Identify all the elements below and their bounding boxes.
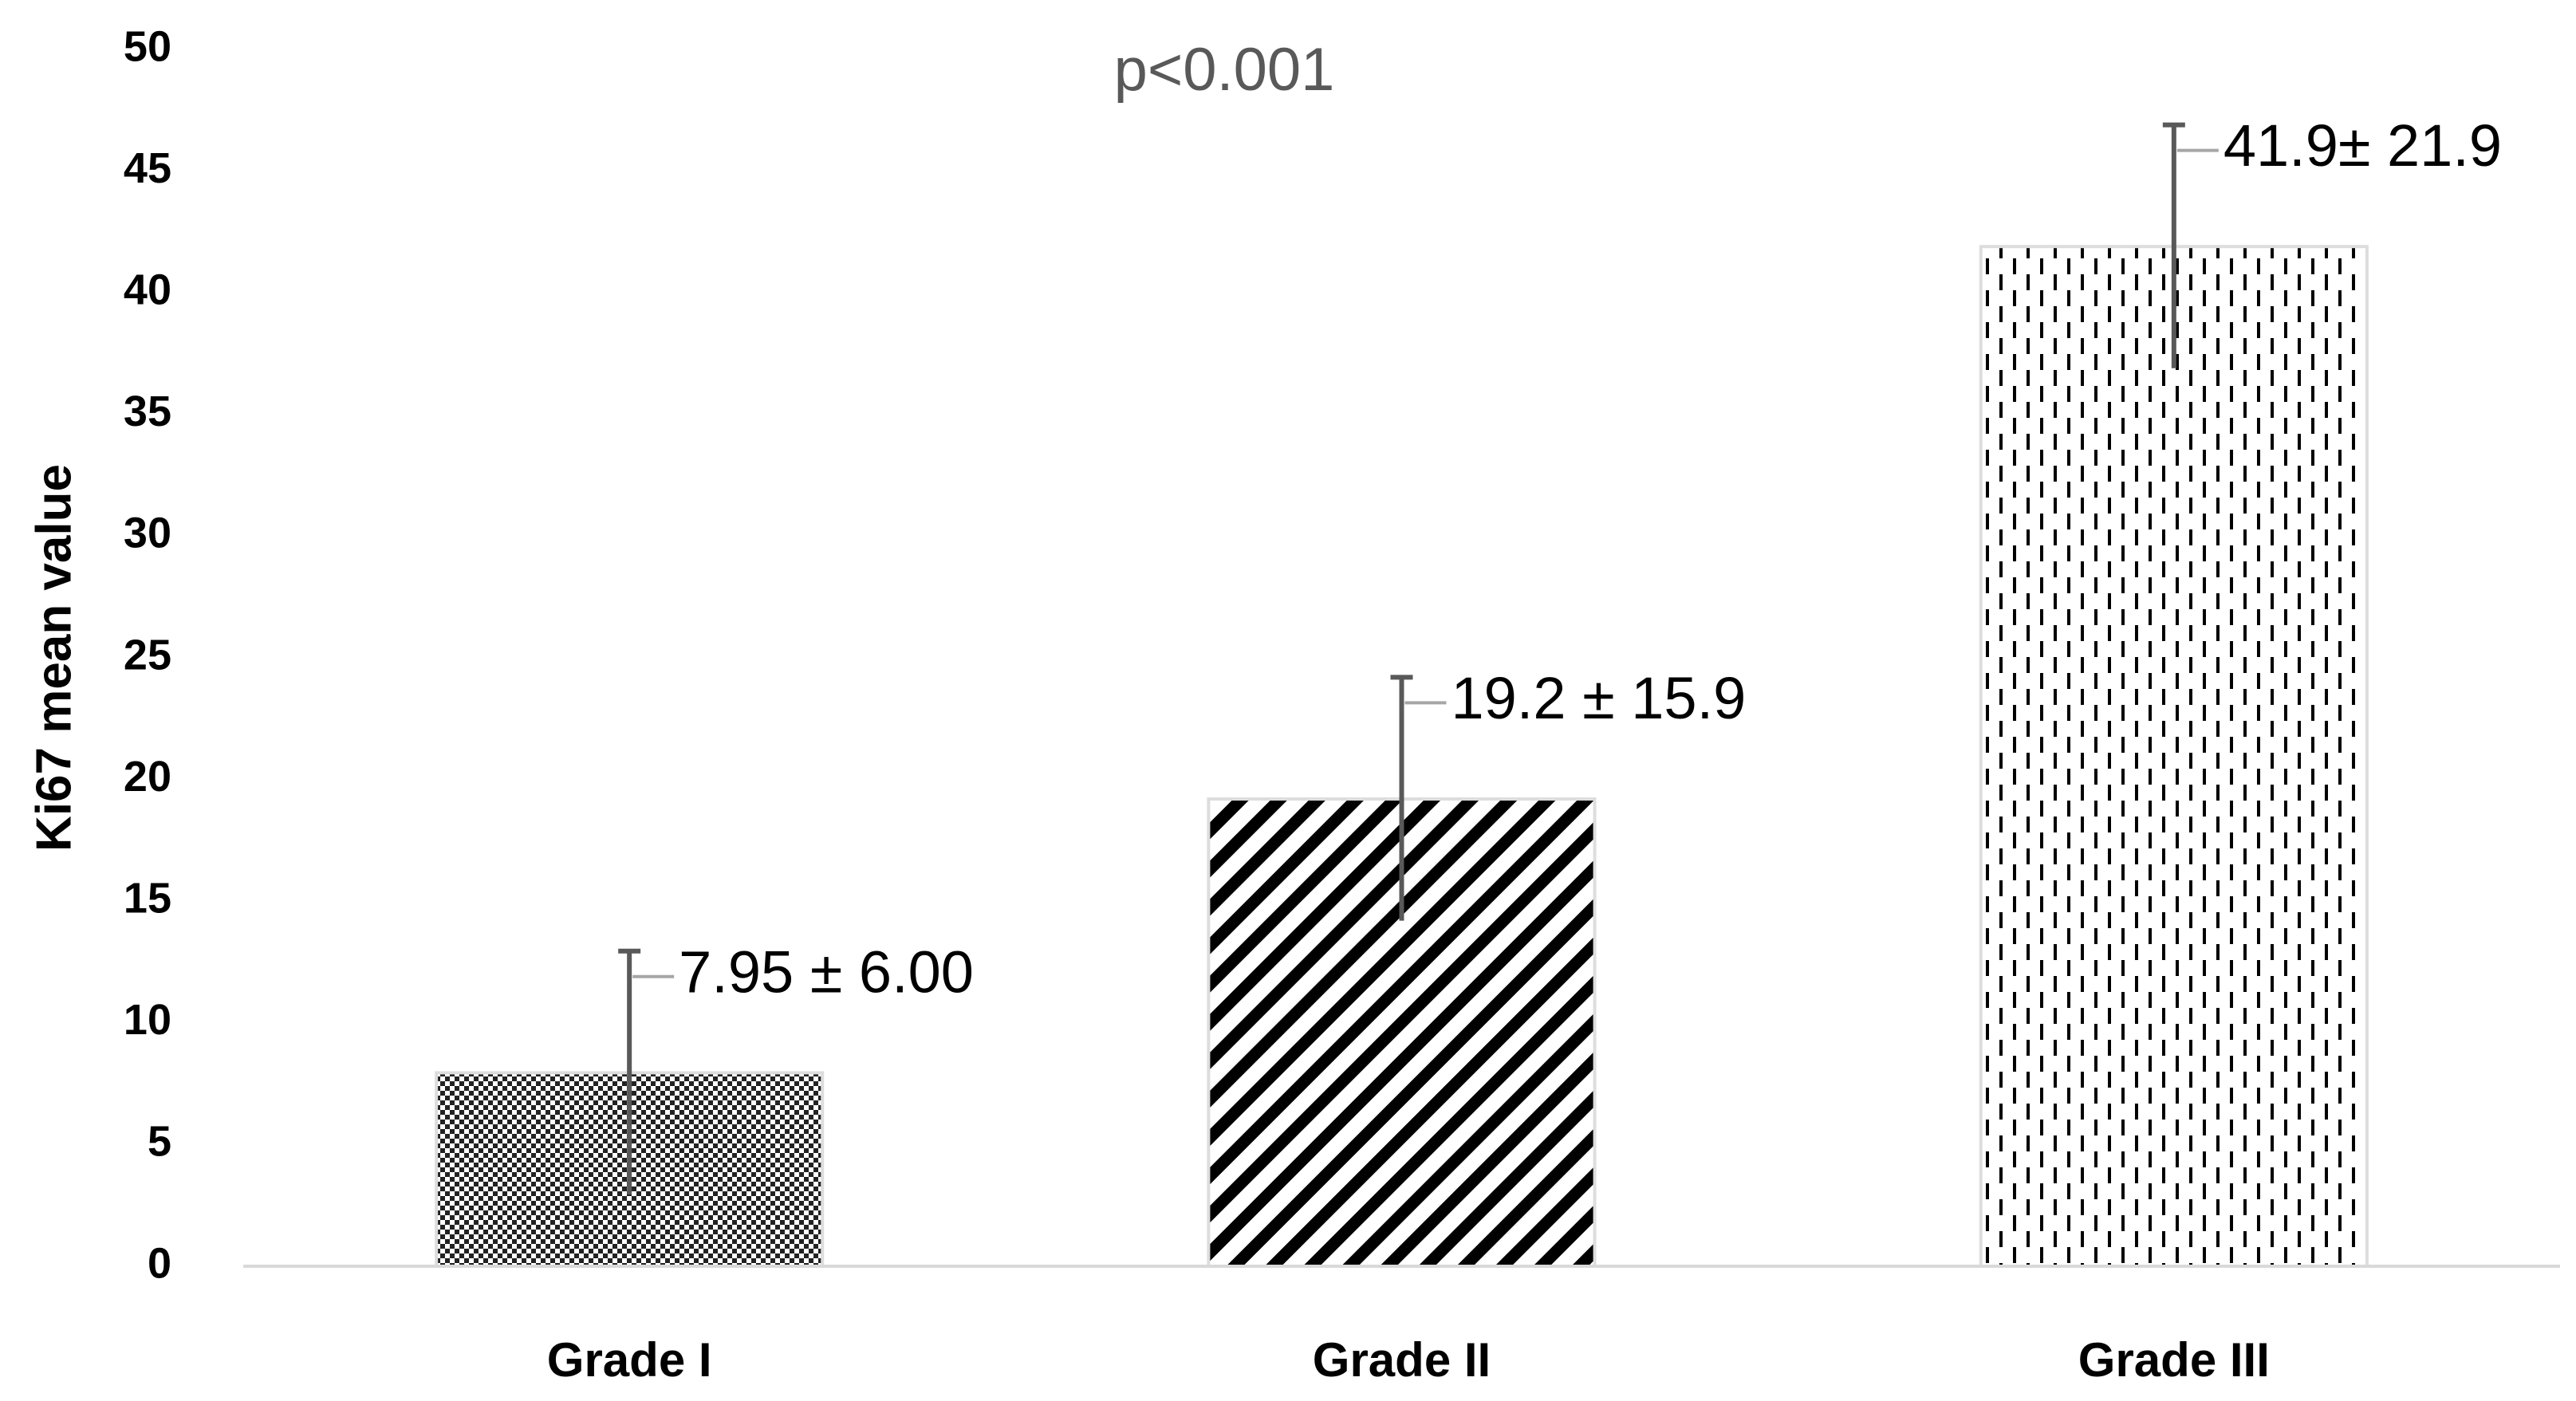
y-axis-title: Ki67 mean value	[26, 464, 81, 852]
error-bar	[1390, 675, 1413, 921]
x-tick-label: Grade III	[2078, 1333, 2270, 1387]
y-tick-label: 25	[124, 631, 171, 679]
data-label: 41.9± 21.9	[2223, 112, 2502, 179]
x-tick-label: Grade II	[1313, 1333, 1491, 1387]
y-tick-label: 0	[148, 1239, 171, 1287]
y-tick-label: 50	[124, 22, 171, 70]
annotation: p<0.001	[1114, 36, 1335, 104]
y-tick-label: 5	[148, 1118, 171, 1166]
y-tick-label: 35	[124, 388, 171, 435]
y-tick-label: 10	[124, 996, 171, 1044]
data-label: 7.95 ± 6.00	[679, 939, 974, 1005]
error-bar	[2162, 122, 2185, 368]
y-tick-label: 15	[124, 874, 171, 922]
y-tick-label: 45	[124, 144, 171, 192]
y-tick-label: 40	[124, 266, 171, 313]
y-tick-label: 30	[124, 510, 171, 557]
y-tick-label: 20	[124, 753, 171, 801]
x-tick-label: Grade I	[547, 1333, 712, 1387]
data-label: 19.2 ± 15.9	[1451, 665, 1747, 731]
bar	[1979, 245, 2369, 1268]
error-bar	[618, 948, 641, 1194]
